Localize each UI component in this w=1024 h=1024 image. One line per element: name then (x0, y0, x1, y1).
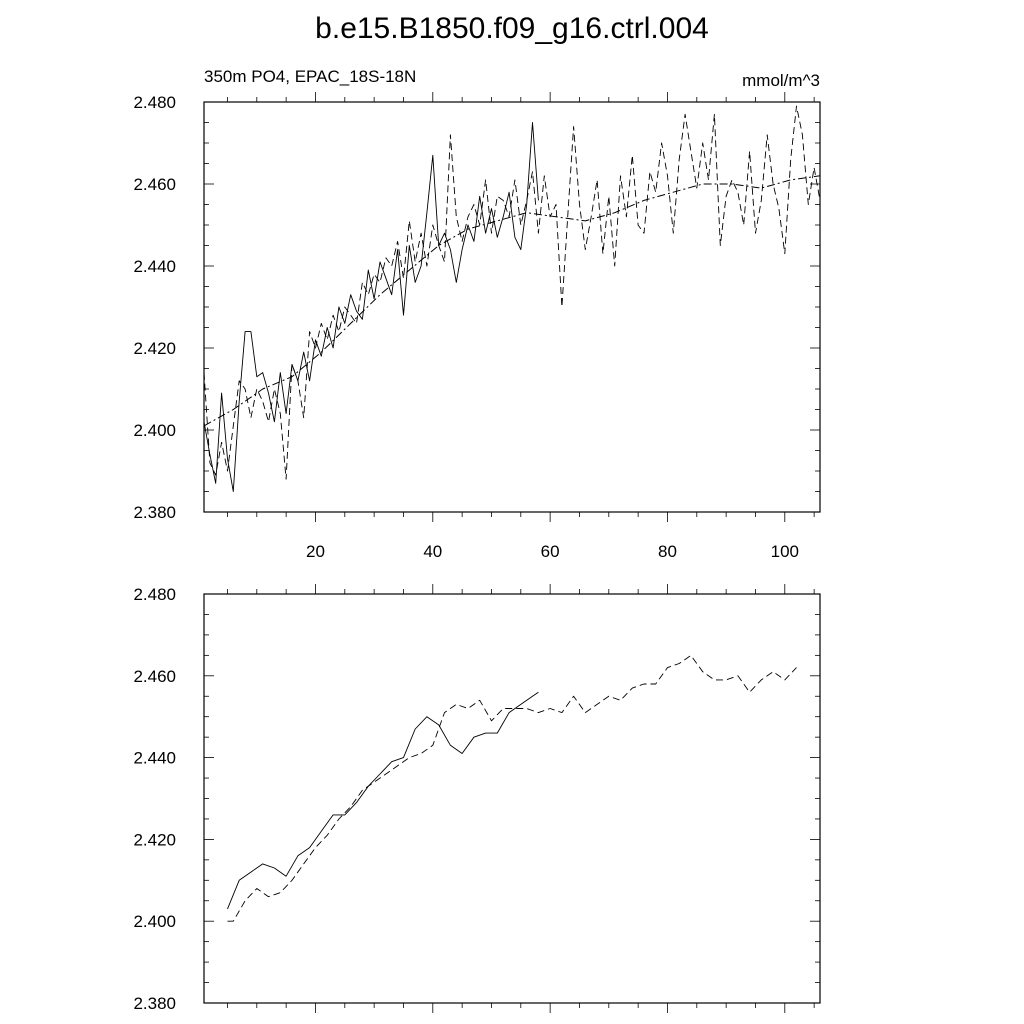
top-panel-y-tick-label: 2.460 (133, 175, 176, 194)
bottom-panel: 2.380 2.400 2.420 2.440 2.460 2.480 (133, 584, 821, 1013)
top-panel-x-tick-label: 20 (306, 542, 325, 561)
top-panel-x-tick-label: 80 (658, 542, 677, 561)
top-panel-y-tick-label: 2.400 (133, 421, 176, 440)
bottom-panel-series-dashed (227, 654, 797, 922)
top-panel-plot: 2.380 2.400 2.420 2.440 2.460 2.480 20 40 60 80 10… (133, 92, 821, 561)
bottom-panel-y-tick-label: 2.400 (133, 912, 176, 931)
top-panel-units-label: mmol/m^3 (742, 71, 820, 90)
figure-title: b.e15.B1850.f09_g16.ctrl.004 (315, 12, 709, 45)
bottom-panel-y-tick-label: 2.420 (133, 830, 176, 849)
bottom-panel-y-tick-label: 2.380 (133, 994, 176, 1013)
bottom-panel-series-solid (227, 691, 539, 910)
bottom-panel-y-tick-label: 2.460 (133, 667, 176, 686)
top-panel-x-tick-label: 100 (771, 542, 799, 561)
top-panel-subtitle-left: 350m PO4, EPAC_18S-18N (204, 67, 416, 86)
top-panel-x-tick-label: 60 (541, 542, 560, 561)
top-panel-series-dashed (203, 105, 821, 480)
top-panel: 350m PO4, EPAC_18S-18N mmol/m^3 2.380 2.4… (133, 67, 821, 561)
bottom-panel-plot: 2.380 2.400 2.420 2.440 2.460 2.480 (133, 584, 821, 1013)
top-panel-x-tick-label: 40 (423, 542, 442, 561)
top-panel-y-tick-label: 2.380 (133, 503, 176, 522)
top-panel-y-tick-label: 2.420 (133, 339, 176, 358)
bottom-panel-y-tick-label: 2.480 (133, 585, 176, 604)
top-panel-y-tick-label: 2.440 (133, 257, 176, 276)
bottom-panel-y-tick-label: 2.440 (133, 749, 176, 768)
top-panel-y-tick-label: 2.480 (133, 93, 176, 112)
top-panel-series-solid (203, 122, 539, 492)
